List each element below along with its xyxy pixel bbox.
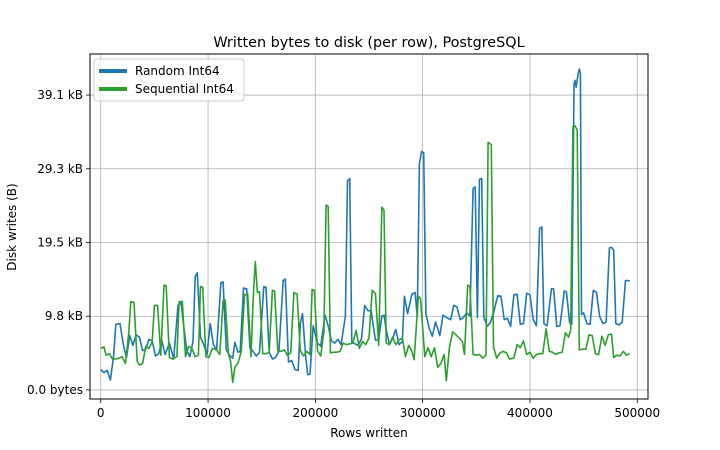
legend-label-random: Random Int64: [135, 64, 220, 78]
x-tick-label: 500000: [614, 406, 660, 420]
series-line-sequential-int64: [100, 124, 631, 384]
legend-label-sequential: Sequential Int64: [135, 82, 234, 96]
x-tick-label: 200000: [292, 406, 338, 420]
x-tick-label: 300000: [400, 406, 446, 420]
legend-box: [93, 58, 245, 102]
chart-title: Written bytes to disk (per row), Postgre…: [213, 35, 524, 51]
x-tick-label: 400000: [507, 406, 553, 420]
y-tick-label: 29.3 kB: [37, 162, 83, 176]
y-tick-label: 39.1 kB: [37, 88, 83, 102]
legend: Random Int64 Sequential Int64: [93, 58, 245, 102]
x-tick-label: 100000: [185, 406, 231, 420]
series-layer: [100, 68, 631, 384]
series-line-random-int64: [100, 68, 631, 381]
y-tick-label: 0.0 bytes: [27, 383, 83, 397]
x-axis-label: Rows written: [330, 426, 408, 440]
y-tick-label: 9.8 kB: [45, 309, 83, 323]
y-axis-ticks: 0.0 bytes 9.8 kB 19.5 kB 29.3 kB 39.1 kB: [27, 88, 90, 397]
y-axis-label: Disk writes (B): [5, 183, 19, 270]
x-axis-ticks: 0 100000 200000 300000 400000 500000: [97, 399, 660, 420]
x-tick-label: 0: [97, 406, 105, 420]
y-tick-label: 19.5 kB: [37, 235, 83, 249]
plot-frame: [89, 53, 649, 400]
grid: [90, 54, 648, 399]
